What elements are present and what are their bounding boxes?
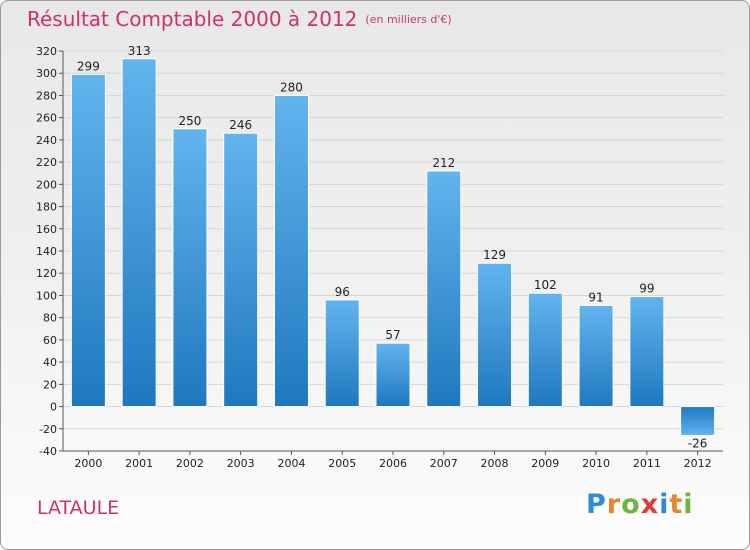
data-label: 280 <box>280 80 303 94</box>
bar <box>223 132 259 408</box>
data-labels: 299 313 250 246 280 96 57 212 129 102 91 99 -26 <box>77 44 707 451</box>
bars <box>70 58 716 436</box>
data-label: 102 <box>534 278 557 292</box>
x-tick-label: 2002 <box>176 457 204 470</box>
y-tick-label: 280 <box>36 89 57 102</box>
proxiti-logo[interactable]: Proxiti <box>586 489 694 520</box>
y-tick-label: 20 <box>43 378 57 391</box>
logo-letter: i <box>683 489 694 520</box>
data-label: 99 <box>639 282 654 296</box>
x-tick-label: 2000 <box>74 457 102 470</box>
x-tick-label: 2011 <box>633 457 661 470</box>
bar <box>121 58 157 408</box>
bar <box>324 299 360 408</box>
y-tick-label: 160 <box>36 223 57 236</box>
y-tick-label: -40 <box>39 445 57 458</box>
x-tick-label: 2006 <box>379 457 407 470</box>
y-tick-label: 100 <box>36 289 57 302</box>
data-label: 129 <box>483 248 506 262</box>
data-label: 246 <box>229 118 252 132</box>
y-tick-label: 140 <box>36 245 57 258</box>
bar <box>426 170 462 408</box>
data-label: 299 <box>77 59 100 73</box>
y-tick-label: 0 <box>50 401 57 414</box>
data-label: 313 <box>128 44 151 58</box>
x-tick-label: 2009 <box>531 457 559 470</box>
y-tick-label: 80 <box>43 312 57 325</box>
commune-name: LATAULE <box>37 497 120 519</box>
x-tick-label: 2003 <box>227 457 255 470</box>
data-label: 250 <box>178 114 201 128</box>
y-tick-label: 60 <box>43 334 57 347</box>
y-tick-label: -20 <box>39 423 57 436</box>
logo-letter: r <box>606 489 622 520</box>
chart-title: Résultat Comptable 2000 à 2012 (en millie… <box>27 7 452 31</box>
y-tick-label: 260 <box>36 112 57 125</box>
bar <box>629 296 665 408</box>
bar <box>578 304 614 408</box>
bar <box>172 128 208 408</box>
y-tick-label: 200 <box>36 178 57 191</box>
logo-letter: P <box>586 489 607 520</box>
data-label: -26 <box>688 436 708 450</box>
y-tick-label: 300 <box>36 67 57 80</box>
x-tick-label: 2005 <box>328 457 356 470</box>
chart-subtitle: (en milliers d'€) <box>365 13 452 26</box>
data-label: 91 <box>588 290 603 304</box>
y-tick-label: 40 <box>43 356 57 369</box>
bar <box>375 342 411 408</box>
x-tick-label: 2008 <box>481 457 509 470</box>
logo-letter: o <box>621 489 641 520</box>
logo-letter: t <box>669 489 684 520</box>
bar <box>527 292 563 408</box>
y-tick-label: 220 <box>36 156 57 169</box>
data-label: 96 <box>335 285 350 299</box>
x-tick-label: 2012 <box>684 457 712 470</box>
logo-letter: i <box>659 489 670 520</box>
x-tick-label: 2001 <box>125 457 153 470</box>
x-tick-label: 2004 <box>277 457 305 470</box>
y-tick-label: 180 <box>36 201 57 214</box>
x-tick-label: 2010 <box>582 457 610 470</box>
x-tick-label: 2007 <box>430 457 458 470</box>
axes: -40 -20 0 20 40 60 80 100 120 140 160 180 200 220 240 2… <box>36 45 723 470</box>
data-label: 57 <box>385 328 400 342</box>
y-tick-label: 240 <box>36 134 57 147</box>
logo-letter: x <box>640 489 660 520</box>
data-label: 212 <box>432 156 455 170</box>
bar <box>477 262 513 408</box>
bar <box>680 406 716 436</box>
y-tick-label: 320 <box>36 45 57 58</box>
y-tick-label: 120 <box>36 267 57 280</box>
bar <box>70 73 106 408</box>
bar <box>273 94 309 408</box>
